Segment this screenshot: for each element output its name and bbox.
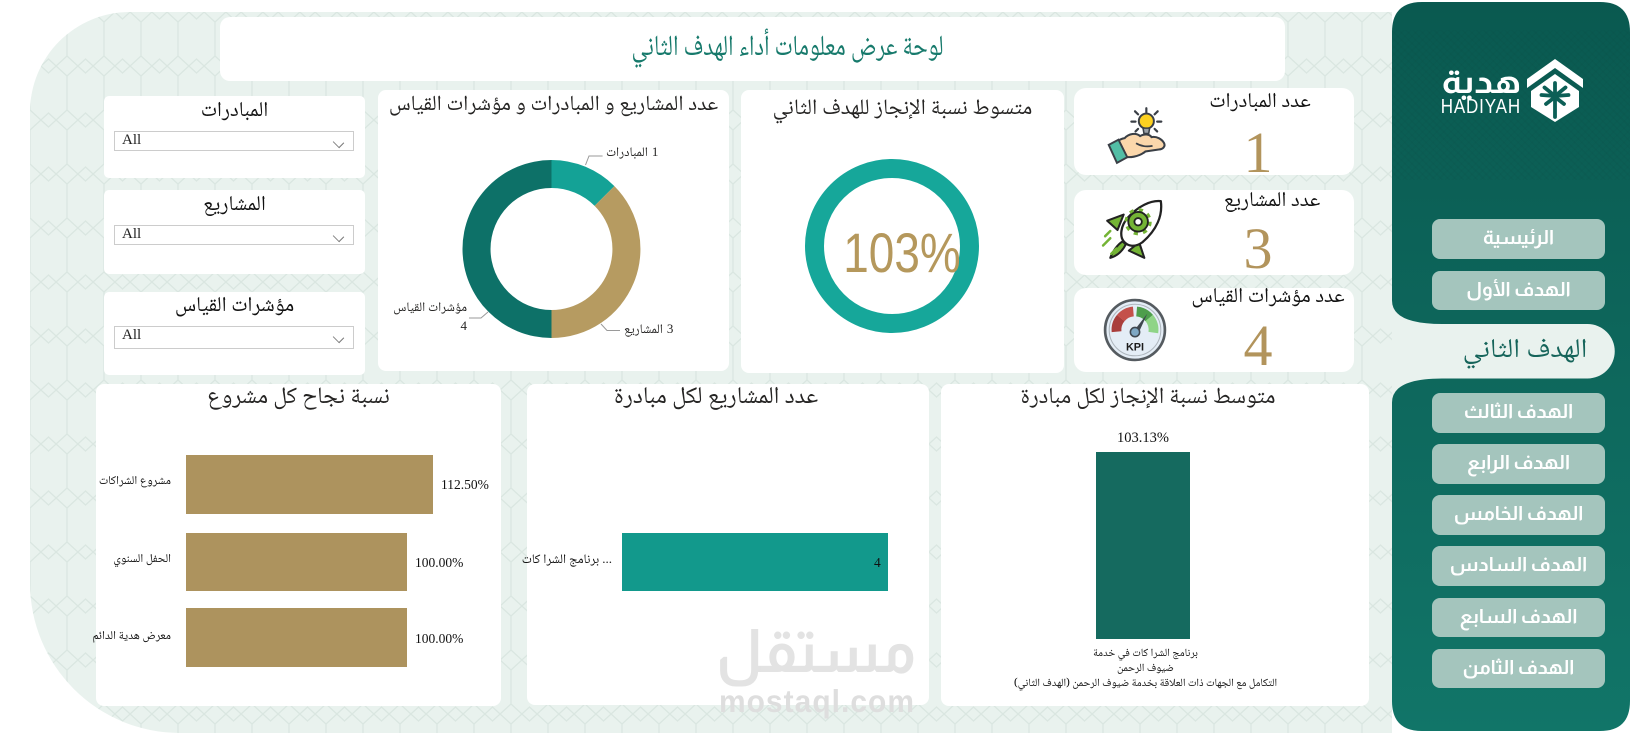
svg-text:KPI: KPI [1126, 342, 1144, 354]
